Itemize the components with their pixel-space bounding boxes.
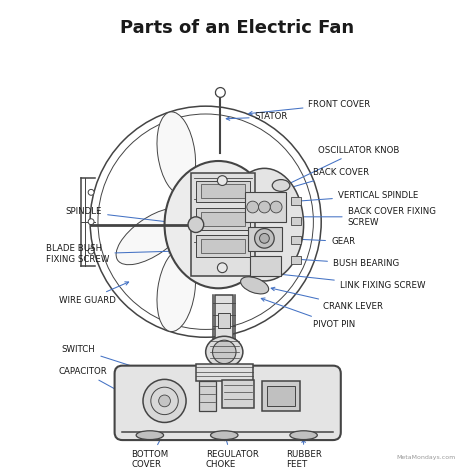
Circle shape xyxy=(270,201,282,213)
Text: REGULATOR
CHOKE: REGULATOR CHOKE xyxy=(206,437,258,469)
Circle shape xyxy=(88,248,94,254)
Bar xyxy=(245,192,286,222)
Text: FRONT COVER: FRONT COVER xyxy=(249,100,371,115)
Text: RUBBER
FEET: RUBBER FEET xyxy=(286,439,321,469)
Circle shape xyxy=(188,217,204,232)
Bar xyxy=(196,181,250,202)
Circle shape xyxy=(218,263,227,273)
Text: WIRE GUARD: WIRE GUARD xyxy=(59,282,128,305)
Bar xyxy=(196,236,250,257)
Bar xyxy=(201,212,245,226)
Bar xyxy=(201,239,245,253)
Text: BACK COVER: BACK COVER xyxy=(278,168,370,192)
Text: Parts of an Electric Fan: Parts of an Electric Fan xyxy=(120,19,354,37)
Bar xyxy=(216,295,233,344)
Ellipse shape xyxy=(241,277,269,294)
Ellipse shape xyxy=(157,112,196,194)
Bar xyxy=(196,364,253,381)
Bar xyxy=(196,208,250,229)
Text: BACK COVER FIXING
SCREW: BACK COVER FIXING SCREW xyxy=(295,207,436,227)
Text: GEAR: GEAR xyxy=(281,237,355,246)
Ellipse shape xyxy=(164,161,272,288)
Ellipse shape xyxy=(206,336,243,368)
Ellipse shape xyxy=(157,249,196,331)
Circle shape xyxy=(260,234,269,243)
Bar xyxy=(263,381,300,410)
Ellipse shape xyxy=(225,168,303,281)
Ellipse shape xyxy=(136,431,164,439)
Text: MetaMondays.com: MetaMondays.com xyxy=(396,455,456,460)
Text: VERTICAL SPINDLE: VERTICAL SPINDLE xyxy=(288,191,418,203)
Circle shape xyxy=(218,176,227,185)
Circle shape xyxy=(247,201,258,213)
Bar xyxy=(291,217,301,225)
Circle shape xyxy=(212,340,236,364)
Circle shape xyxy=(88,219,94,225)
Bar xyxy=(222,380,254,408)
Bar xyxy=(291,197,301,205)
Ellipse shape xyxy=(290,431,317,439)
Bar xyxy=(248,227,282,251)
Text: SPINDLE: SPINDLE xyxy=(65,208,187,226)
Text: BLADE BUSH
FIXING SCREW: BLADE BUSH FIXING SCREW xyxy=(46,244,173,264)
Text: STATOR: STATOR xyxy=(226,112,288,121)
Text: OSCILLATOR KNOB: OSCILLATOR KNOB xyxy=(284,146,400,186)
Bar xyxy=(291,237,301,244)
Bar xyxy=(250,256,281,275)
Bar xyxy=(191,173,255,275)
Circle shape xyxy=(143,379,186,422)
Bar xyxy=(201,184,245,198)
Circle shape xyxy=(258,201,270,213)
Ellipse shape xyxy=(116,208,188,264)
Ellipse shape xyxy=(272,180,290,191)
Bar xyxy=(219,313,230,328)
Text: SWITCH: SWITCH xyxy=(62,345,197,388)
Text: CRANK LEVER: CRANK LEVER xyxy=(271,287,383,311)
Circle shape xyxy=(216,88,225,97)
Ellipse shape xyxy=(210,431,238,439)
Circle shape xyxy=(255,228,274,248)
Text: CAPACITOR: CAPACITOR xyxy=(59,367,158,413)
FancyBboxPatch shape xyxy=(115,365,341,440)
Text: LINK FIXING SCREW: LINK FIXING SCREW xyxy=(278,273,425,290)
Bar xyxy=(291,256,301,264)
Text: BUSH BEARING: BUSH BEARING xyxy=(281,257,399,268)
Bar xyxy=(267,386,295,406)
Text: PIVOT PIN: PIVOT PIN xyxy=(261,298,356,329)
Text: BOTTOM
COVER: BOTTOM COVER xyxy=(131,437,168,469)
Circle shape xyxy=(88,190,94,195)
Circle shape xyxy=(159,395,171,407)
Bar xyxy=(199,381,217,410)
